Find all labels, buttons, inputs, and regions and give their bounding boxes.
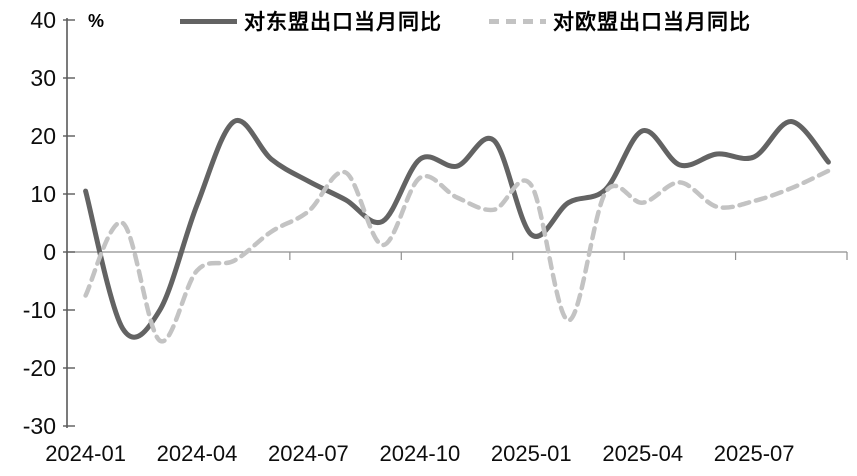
y-axis-label: 0: [43, 239, 56, 265]
x-axis-label: 2024-04: [156, 441, 238, 466]
legend-label-eu: 对欧盟出口当月同比: [553, 11, 751, 34]
y-axis-label: -10: [22, 297, 56, 323]
series-group: [83, 118, 831, 344]
legend-dashed-line-swatch: [489, 18, 546, 24]
axis-group: [63, 18, 848, 428]
y-axis-label: -30: [22, 413, 56, 439]
y-axis-label: 40: [30, 7, 56, 33]
x-axis-label: 2024-07: [268, 441, 349, 466]
y-axis-unit-label: %: [88, 11, 105, 31]
series-eu-line: [83, 168, 831, 344]
y-axis-label: 30: [30, 65, 56, 91]
x-axis-label: 2025-01: [490, 441, 572, 466]
legend-solid-line-swatch: [180, 18, 237, 24]
y-axis-label: 20: [30, 123, 56, 149]
series-asean-line: [83, 118, 831, 340]
legend-item-asean: 对东盟出口当月同比: [180, 8, 442, 34]
x-axis-label: 2025-04: [602, 441, 684, 466]
x-axis-label: 2024-01: [45, 441, 126, 466]
legend-label-asean: 对东盟出口当月同比: [244, 11, 442, 34]
legend-item-eu: 对欧盟出口当月同比: [489, 8, 751, 34]
y-axis-label: 10: [30, 181, 56, 207]
x-axis-label: 2024-10: [379, 441, 461, 466]
x-axis-label: 2025-07: [713, 441, 795, 466]
y-axis-label: -20: [22, 355, 56, 381]
